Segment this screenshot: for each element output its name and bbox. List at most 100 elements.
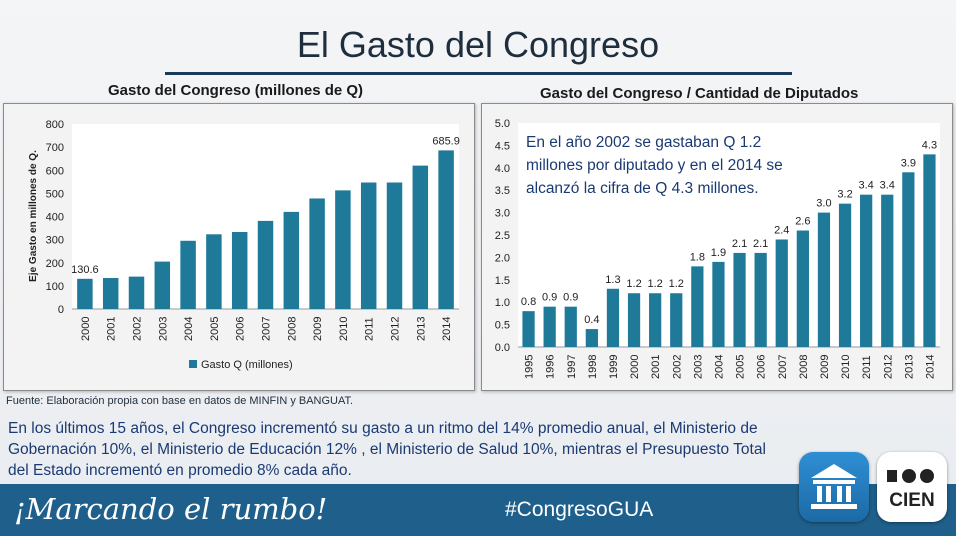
left-chart: 0 100 200 300 400 500 600 700 800 2000 130.6 2001 20… bbox=[28, 119, 460, 371]
bar bbox=[796, 230, 809, 347]
bar bbox=[412, 165, 429, 309]
y-tick-label: 2.0 bbox=[495, 252, 510, 264]
data-label: 2.1 bbox=[753, 238, 768, 250]
right-chart-title: Gasto del Congreso / Cantidad de Diputad… bbox=[540, 85, 859, 102]
y-tick-label: 3.0 bbox=[495, 208, 510, 220]
y-tick-label: 700 bbox=[46, 142, 64, 154]
cien-logo-text: CIEN bbox=[889, 490, 934, 511]
y-tick-label: 200 bbox=[46, 258, 64, 270]
x-tick-label: 2011 bbox=[861, 355, 873, 379]
x-tick-label: 2009 bbox=[819, 355, 831, 379]
bar bbox=[670, 293, 683, 347]
x-tick-label: 2005 bbox=[209, 317, 221, 341]
data-label: 3.9 bbox=[901, 157, 916, 169]
left-chart-panel: 0 100 200 300 400 500 600 700 800 2000 130.6 2001 20… bbox=[3, 103, 475, 391]
bar bbox=[180, 240, 196, 309]
data-label: 130.6 bbox=[71, 264, 99, 276]
congress-building-icon bbox=[799, 452, 869, 522]
y-tick-label: 2.5 bbox=[495, 230, 510, 242]
x-tick-label: 1998 bbox=[587, 355, 599, 379]
bar bbox=[754, 252, 767, 347]
legend-label: Gasto Q (millones) bbox=[201, 359, 293, 371]
x-tick-label: 2004 bbox=[713, 355, 725, 379]
data-label: 1.9 bbox=[711, 247, 726, 259]
x-tick-label: 2013 bbox=[903, 355, 915, 379]
bar bbox=[585, 329, 598, 347]
page-title: El Gasto del Congreso bbox=[296, 24, 660, 65]
x-tick-label: 2001 bbox=[650, 355, 662, 379]
bar bbox=[817, 212, 831, 347]
x-tick-label: 2006 bbox=[756, 355, 768, 379]
x-tick-label: 1996 bbox=[545, 355, 557, 379]
data-label: 3.2 bbox=[837, 189, 852, 201]
bar bbox=[564, 306, 577, 347]
x-tick-label: 2004 bbox=[183, 317, 195, 341]
right-chart: 0.0 0.5 1.0 1.5 2.0 2.5 3.0 3.5 4.0 4.5 5.0 1995 0.8… bbox=[495, 118, 940, 379]
data-label: 3.0 bbox=[816, 198, 831, 210]
bar bbox=[206, 234, 222, 309]
y-tick-label: 4.0 bbox=[495, 163, 510, 175]
bar bbox=[102, 278, 119, 309]
bar bbox=[128, 276, 145, 309]
chart-annotation: En el año 2002 se gastaban Q 1.2 millones… bbox=[526, 134, 783, 197]
y-tick-label: 5.0 bbox=[495, 118, 510, 130]
data-label: 0.9 bbox=[542, 292, 557, 304]
data-label: 1.2 bbox=[626, 278, 641, 290]
bar bbox=[309, 198, 325, 309]
x-tick-label: 2013 bbox=[415, 317, 427, 341]
data-label: 1.3 bbox=[605, 274, 620, 286]
data-label: 2.1 bbox=[732, 238, 747, 250]
x-tick-label: 2001 bbox=[106, 317, 118, 341]
x-tick-label: 2008 bbox=[286, 317, 298, 341]
bar bbox=[838, 203, 852, 347]
y-tick-label: 1.5 bbox=[495, 275, 510, 287]
bar bbox=[606, 288, 620, 347]
y-axis-label: Eje Gasto en millones de Q. bbox=[28, 150, 39, 282]
x-tick-label: 1997 bbox=[566, 355, 578, 379]
bar bbox=[77, 278, 93, 309]
x-tick-label: 2003 bbox=[157, 317, 169, 341]
data-label: 4.3 bbox=[922, 139, 937, 151]
data-label: 1.8 bbox=[690, 251, 705, 263]
data-label: 2.4 bbox=[774, 224, 789, 236]
left-chart-title: Gasto del Congreso (millones de Q) bbox=[108, 82, 364, 99]
x-tick-label: 2003 bbox=[692, 355, 704, 379]
bar bbox=[712, 261, 725, 347]
bar bbox=[881, 194, 894, 347]
y-tick-label: 0 bbox=[58, 304, 64, 316]
data-label: 2.6 bbox=[795, 216, 810, 228]
y-tick-label: 100 bbox=[46, 281, 64, 293]
y-tick-label: 1.0 bbox=[495, 297, 510, 309]
bar bbox=[691, 266, 704, 347]
data-label: 0.9 bbox=[563, 292, 578, 304]
x-tick-label: 1999 bbox=[608, 355, 620, 379]
x-tick-label: 2009 bbox=[312, 317, 324, 341]
bar bbox=[386, 182, 403, 309]
slogan: ¡Marcando el rumbo! bbox=[14, 492, 328, 526]
y-tick-label: 300 bbox=[46, 235, 64, 247]
y-tick-label: 0.5 bbox=[495, 320, 510, 332]
source-note: Fuente: Elaboración propia con base en d… bbox=[6, 395, 354, 407]
bar bbox=[649, 293, 662, 347]
x-tick-label: 2007 bbox=[777, 355, 789, 379]
y-tick-label: 3.5 bbox=[495, 185, 510, 197]
bar bbox=[360, 182, 377, 309]
hashtag[interactable]: #CongresoGUA bbox=[505, 498, 654, 521]
bar bbox=[543, 306, 556, 347]
bar bbox=[860, 194, 873, 347]
bar bbox=[775, 239, 788, 347]
bar bbox=[733, 252, 746, 347]
footer-bar bbox=[0, 484, 956, 536]
y-tick-label: 0.0 bbox=[495, 342, 510, 354]
x-tick-label: 2000 bbox=[629, 355, 641, 379]
data-label: 0.8 bbox=[521, 296, 536, 308]
x-tick-label: 2006 bbox=[235, 317, 247, 341]
x-tick-label: 2014 bbox=[924, 355, 936, 379]
bar bbox=[438, 150, 454, 309]
right-chart-panel: 0.0 0.5 1.0 1.5 2.0 2.5 3.0 3.5 4.0 4.5 5.0 1995 0.8… bbox=[481, 103, 953, 391]
y-tick-label: 600 bbox=[46, 165, 64, 177]
summary-text: En los últimos 15 años, el Congreso incr… bbox=[8, 420, 766, 479]
y-tick-label: 4.5 bbox=[495, 140, 510, 152]
bar bbox=[154, 261, 171, 309]
x-tick-label: 2010 bbox=[840, 355, 852, 379]
